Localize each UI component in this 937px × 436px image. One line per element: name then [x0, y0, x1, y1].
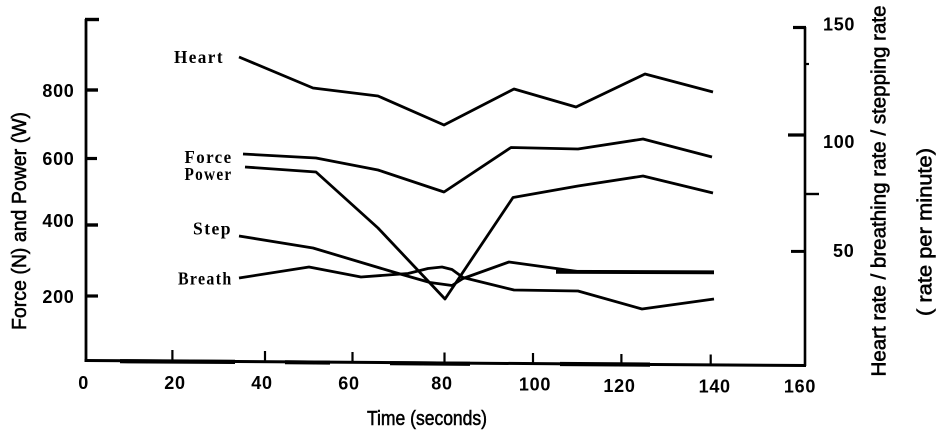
svg-text:Heart: Heart — [174, 47, 224, 67]
svg-text:Step: Step — [193, 219, 232, 239]
svg-text:140: 140 — [699, 377, 731, 397]
svg-text:600: 600 — [42, 149, 74, 169]
svg-text:800: 800 — [42, 81, 74, 101]
svg-text:Force (N) and Power (W): Force (N) and Power (W) — [9, 112, 31, 330]
svg-text:60: 60 — [338, 374, 359, 394]
svg-text:Force: Force — [185, 147, 233, 167]
svg-text:Power: Power — [185, 164, 233, 184]
svg-text:Breath: Breath — [178, 269, 233, 289]
svg-text:400: 400 — [42, 211, 74, 231]
svg-text:200: 200 — [42, 287, 74, 307]
svg-text:0: 0 — [78, 373, 89, 393]
svg-text:50: 50 — [833, 241, 854, 261]
svg-text:20: 20 — [164, 373, 185, 393]
svg-text:100: 100 — [519, 375, 551, 395]
svg-text:40: 40 — [251, 373, 272, 393]
svg-text:80: 80 — [431, 374, 452, 394]
svg-text:Heart rate / breathing rate /: Heart rate / breathing rate / stepping r… — [869, 5, 891, 376]
svg-text:Time (seconds): Time (seconds) — [367, 408, 487, 430]
svg-text:150: 150 — [823, 15, 855, 35]
svg-text:120: 120 — [603, 376, 635, 396]
svg-text:160: 160 — [784, 377, 816, 397]
svg-text:100: 100 — [823, 132, 855, 152]
svg-text:( rate per minute): ( rate per minute) — [915, 148, 937, 316]
